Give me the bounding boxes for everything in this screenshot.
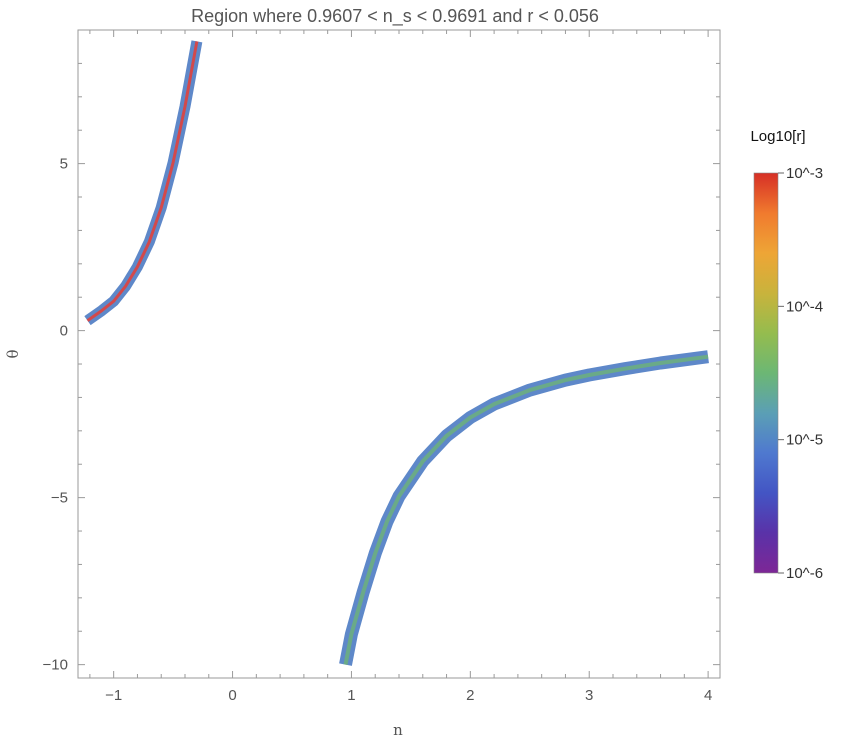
plot-area: −1 0 1 2 3 4 −10−505 <box>43 29 721 704</box>
region-bands <box>84 40 709 666</box>
x-axis-ticks: −1 0 1 2 3 4 <box>89 30 712 704</box>
colorbar-label: 10^-6 <box>786 565 823 582</box>
x-tick-label: 1 <box>347 687 355 704</box>
y-tick-label: 5 <box>60 156 68 173</box>
region-band-left-core <box>86 41 199 322</box>
x-tick-label: −1 <box>105 687 122 704</box>
x-axis-label: n <box>393 721 403 739</box>
x-tick-label: 0 <box>228 687 236 704</box>
x-tick-label: 4 <box>704 687 712 704</box>
region-band-left <box>84 40 203 326</box>
colorbar-label: 10^-5 <box>786 432 823 449</box>
y-tick-label: −10 <box>43 657 68 674</box>
y-axis-label: θ <box>4 349 22 358</box>
colorbar-label: 10^-4 <box>786 298 823 315</box>
colorbar-legend: Log10[r] 10^-3 10^-4 10^-5 10^-6 <box>750 128 823 582</box>
region-band-right-core <box>343 354 709 665</box>
plot-frame <box>77 29 721 679</box>
y-tick-label: 0 <box>60 323 68 340</box>
chart-title: Region where 0.9607 < n_s < 0.9691 and r… <box>191 6 599 27</box>
colorbar-scale <box>753 172 779 574</box>
colorbar-label: 10^-3 <box>786 165 823 182</box>
y-axis-ticks: −10 −5 0 5 <box>43 62 720 674</box>
colorbar-labels: 10^-3 10^-4 10^-5 10^-6 <box>778 165 823 582</box>
x-tick-label: 2 <box>466 687 474 704</box>
y-tick-label: −5 <box>51 490 68 507</box>
region-band-right <box>339 350 709 666</box>
x-tick-label: 3 <box>585 687 593 704</box>
colorbar-title: Log10[r] <box>750 128 805 145</box>
